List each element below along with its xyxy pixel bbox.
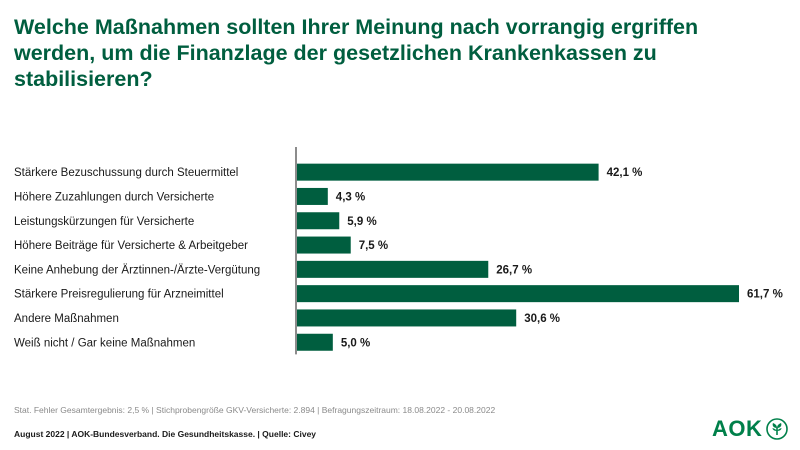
data-label: 5,0 % xyxy=(341,337,370,349)
data-label: 61,7 % xyxy=(747,289,783,301)
category-label: Höhere Zuzahlungen durch Versicherte xyxy=(14,191,214,203)
category-label: Stärkere Preisregulierung für Arzneimitt… xyxy=(14,289,224,301)
category-label: Höhere Beiträge für Versicherte & Arbeit… xyxy=(14,240,248,252)
data-label: 4,3 % xyxy=(336,191,365,203)
data-label: 42,1 % xyxy=(607,167,643,179)
bar xyxy=(297,260,489,278)
category-label: Andere Maßnahmen xyxy=(14,313,119,325)
bar xyxy=(297,285,739,303)
chart-title: Welche Maßnahmen sollten Ihrer Meinung n… xyxy=(14,15,699,91)
data-label: 7,5 % xyxy=(359,240,388,252)
bar xyxy=(297,333,333,351)
bar-chart: Stärkere Bezuschussung durch Steuermitte… xyxy=(14,147,783,355)
bars-layer: Stärkere Bezuschussung durch Steuermitte… xyxy=(14,163,783,351)
data-label: 30,6 % xyxy=(524,313,560,325)
aok-tree-icon xyxy=(766,418,789,440)
category-label: Leistungskürzungen für Versicherte xyxy=(14,216,194,228)
category-label: Weiß nicht / Gar keine Maßnahmen xyxy=(14,337,195,349)
bar xyxy=(297,212,340,230)
category-label: Stärkere Bezuschussung durch Steuermitte… xyxy=(14,167,238,179)
footnote: Stat. Fehler Gesamtergebnis: 2,5 % | Sti… xyxy=(14,405,496,415)
bar xyxy=(297,309,517,327)
data-label: 5,9 % xyxy=(347,216,376,228)
footer-source: August 2022 | AOK-Bundesverband. Die Ges… xyxy=(14,429,317,439)
data-label: 26,7 % xyxy=(496,264,532,276)
bar xyxy=(297,187,328,205)
bar xyxy=(297,236,351,254)
aok-logo: AOK xyxy=(712,416,789,442)
bar xyxy=(297,163,599,181)
logo-text: AOK xyxy=(712,416,763,441)
category-label: Keine Anhebung der Ärztinnen-/Ärzte-Verg… xyxy=(14,264,260,276)
